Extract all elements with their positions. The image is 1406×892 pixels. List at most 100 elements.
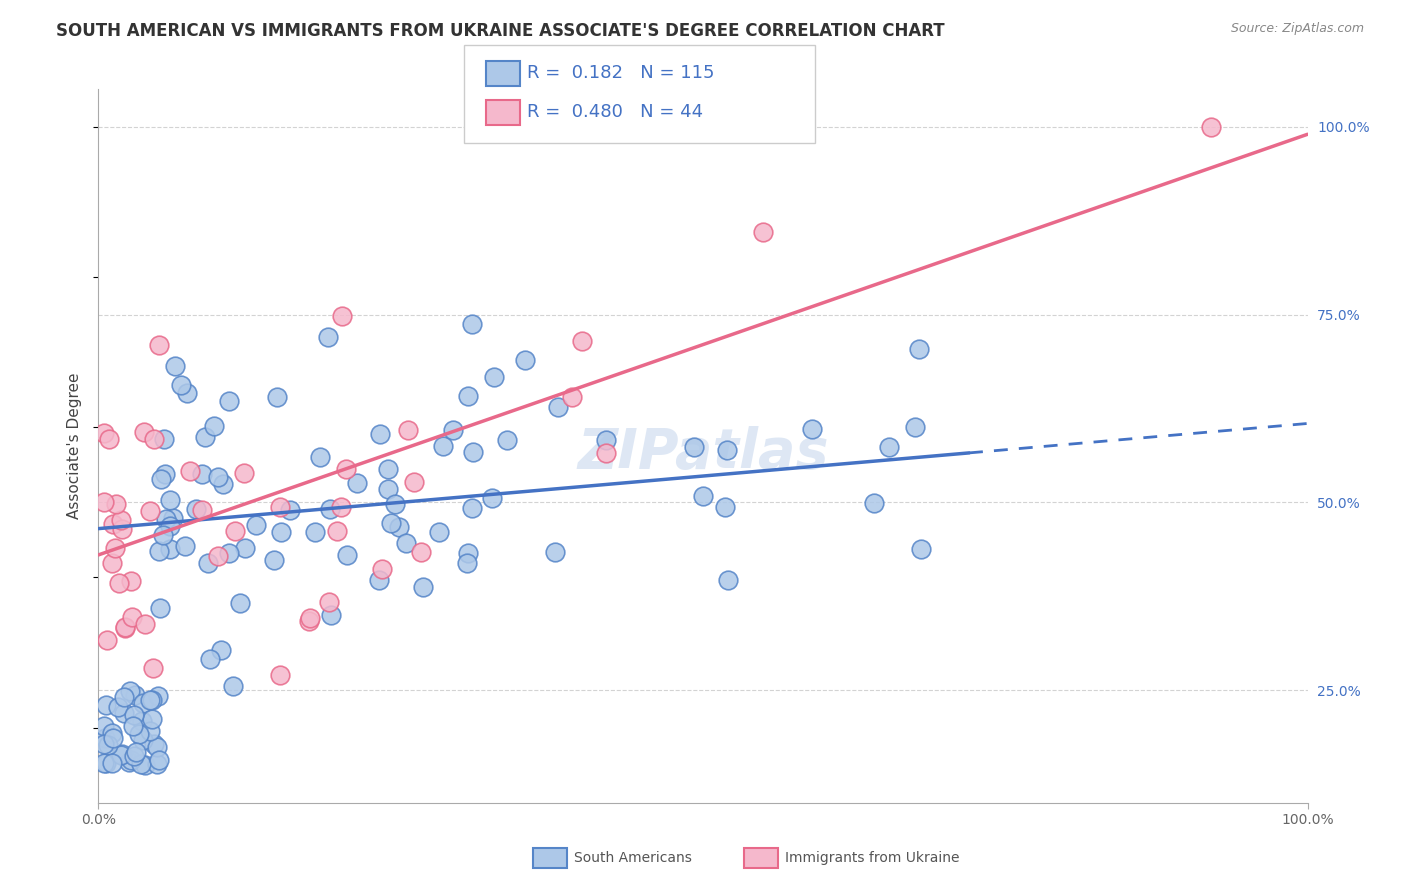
Point bbox=[165, 359, 187, 373]
Point bbox=[377, 462, 399, 476]
Point bbox=[101, 726, 124, 740]
Point bbox=[380, 516, 402, 530]
Point bbox=[159, 492, 181, 507]
Point bbox=[371, 562, 394, 576]
Point bbox=[335, 461, 357, 475]
Point bbox=[142, 661, 165, 675]
Point bbox=[456, 557, 478, 571]
Point bbox=[319, 607, 342, 622]
Point bbox=[125, 745, 148, 759]
Point bbox=[111, 522, 134, 536]
Point bbox=[484, 369, 506, 384]
Text: Immigrants from Ukraine: Immigrants from Ukraine bbox=[785, 851, 959, 865]
Point bbox=[94, 756, 117, 770]
Point bbox=[207, 470, 229, 484]
Point bbox=[121, 610, 143, 624]
Point bbox=[134, 757, 156, 772]
Point bbox=[97, 738, 120, 752]
Point bbox=[714, 500, 737, 514]
Point bbox=[139, 692, 162, 706]
Point bbox=[211, 476, 233, 491]
Point bbox=[409, 545, 432, 559]
Point bbox=[218, 546, 240, 560]
Text: Source: ZipAtlas.com: Source: ZipAtlas.com bbox=[1230, 22, 1364, 36]
Point bbox=[319, 501, 342, 516]
Point bbox=[159, 542, 181, 557]
Point bbox=[266, 391, 288, 405]
Point bbox=[112, 706, 135, 720]
Point bbox=[191, 502, 214, 516]
Point bbox=[184, 502, 207, 516]
Point bbox=[110, 514, 132, 528]
Point bbox=[441, 423, 464, 437]
Point bbox=[155, 467, 177, 482]
Point bbox=[114, 621, 136, 635]
Point bbox=[304, 525, 326, 540]
Point bbox=[561, 390, 583, 404]
Point bbox=[368, 427, 391, 442]
Text: R =  0.480   N = 44: R = 0.480 N = 44 bbox=[527, 103, 703, 121]
Point bbox=[93, 425, 115, 440]
Point bbox=[461, 317, 484, 331]
Point bbox=[93, 738, 115, 752]
Point bbox=[207, 549, 229, 563]
Point bbox=[513, 353, 536, 368]
Point bbox=[330, 310, 353, 324]
Point bbox=[118, 755, 141, 769]
Point bbox=[496, 433, 519, 447]
Point bbox=[148, 337, 170, 351]
Point bbox=[152, 432, 174, 446]
Point bbox=[278, 502, 301, 516]
Point bbox=[101, 756, 124, 770]
Point bbox=[94, 731, 117, 745]
Point bbox=[879, 440, 901, 454]
Text: South Americans: South Americans bbox=[574, 851, 692, 865]
Point bbox=[463, 445, 485, 459]
Point bbox=[132, 425, 155, 439]
Point bbox=[224, 524, 246, 538]
Point bbox=[139, 723, 162, 738]
Point bbox=[716, 442, 738, 457]
Point bbox=[269, 668, 291, 682]
Point bbox=[132, 733, 155, 747]
Point bbox=[221, 678, 243, 692]
Point bbox=[233, 467, 256, 481]
Point bbox=[396, 423, 419, 437]
Point bbox=[143, 432, 166, 446]
Point bbox=[129, 757, 152, 772]
Point bbox=[100, 556, 122, 570]
Point bbox=[368, 573, 391, 587]
Point bbox=[124, 688, 146, 702]
Text: SOUTH AMERICAN VS IMMIGRANTS FROM UKRAINE ASSOCIATE'S DEGREE CORRELATION CHART: SOUTH AMERICAN VS IMMIGRANTS FROM UKRAIN… bbox=[56, 22, 945, 40]
Point bbox=[146, 689, 169, 703]
Point bbox=[395, 536, 418, 550]
Point bbox=[104, 541, 127, 556]
Point bbox=[269, 500, 291, 514]
Point bbox=[152, 528, 174, 542]
Point bbox=[595, 433, 617, 447]
Point bbox=[218, 394, 240, 409]
Point bbox=[122, 749, 145, 764]
Point bbox=[683, 440, 706, 454]
Point bbox=[384, 497, 406, 511]
Point bbox=[904, 420, 927, 434]
Point bbox=[104, 497, 127, 511]
Point bbox=[298, 615, 321, 629]
Point bbox=[233, 541, 256, 555]
Point bbox=[1199, 120, 1222, 134]
Point bbox=[101, 517, 124, 532]
Point bbox=[162, 511, 184, 525]
Point bbox=[96, 632, 118, 647]
Point bbox=[457, 389, 479, 403]
Point bbox=[481, 491, 503, 505]
Point bbox=[120, 574, 142, 589]
Point bbox=[141, 693, 163, 707]
Point bbox=[131, 714, 153, 728]
Point bbox=[800, 421, 823, 435]
Point bbox=[198, 652, 221, 666]
Point bbox=[174, 540, 197, 554]
Point bbox=[128, 727, 150, 741]
Point bbox=[318, 595, 340, 609]
Point bbox=[148, 753, 170, 767]
Point bbox=[326, 524, 349, 539]
